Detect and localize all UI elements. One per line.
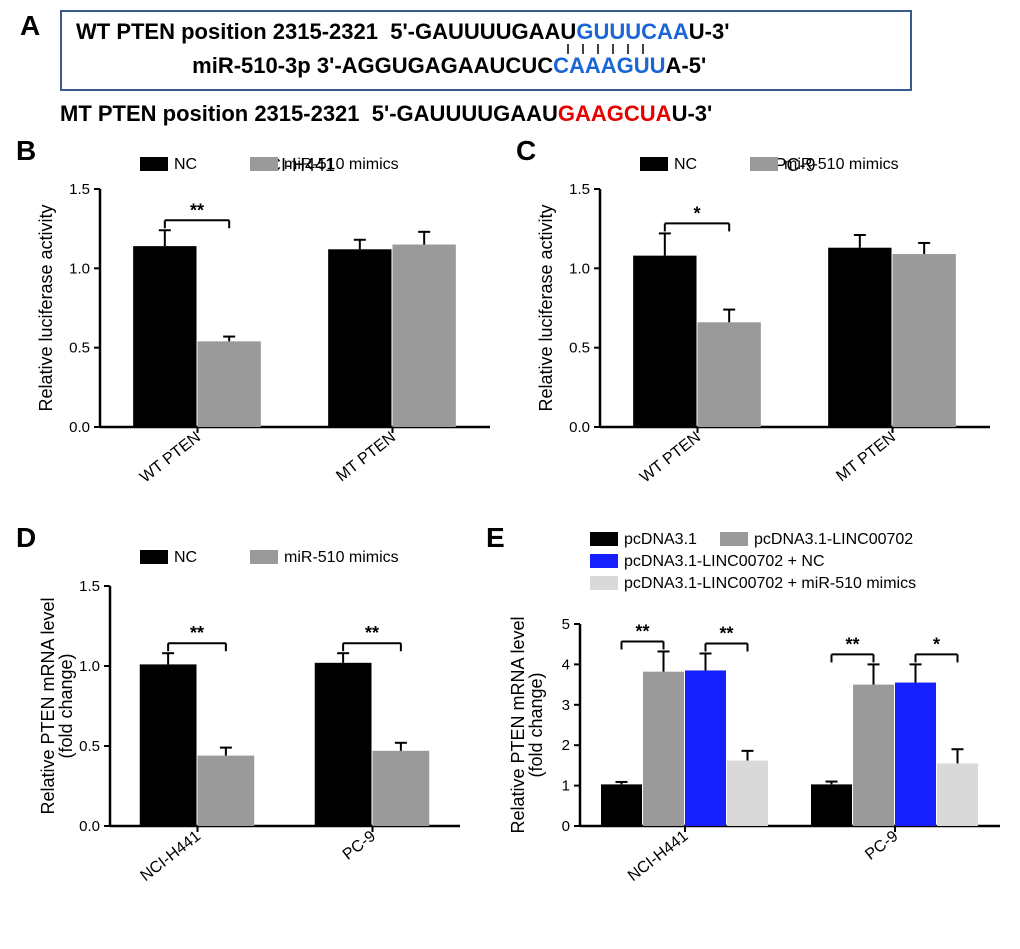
svg-text:MT PTEN: MT PTEN [333,429,399,485]
svg-text:miR-510 mimics: miR-510 mimics [284,549,399,566]
svg-text:1.5: 1.5 [79,578,100,595]
svg-text:0.0: 0.0 [79,818,100,835]
svg-text:WT PTEN: WT PTEN [637,429,704,487]
svg-text:pcDNA3.1: pcDNA3.1 [624,531,697,548]
svg-text:1.0: 1.0 [69,260,90,277]
panel-C: C 0.00.51.01.5Relative luciferase activi… [510,139,1010,514]
panel-label-E: E [486,522,505,554]
svg-text:NC: NC [174,156,197,173]
svg-text:**: ** [190,200,204,220]
svg-text:miR-510 mimics: miR-510 mimics [784,156,899,173]
panel-A: A WT PTEN position 2315-2321 5'-GAUUUUGA… [10,10,1010,127]
panel-label-C: C [516,135,536,167]
panel-D: D 0.00.51.01.5Relative PTEN mRNA level(f… [10,526,480,921]
bar-chart-C: 0.0 0.5 1.0 1.5 Relative luciferase activity… [510,139,1010,509]
svg-text:pcDNA3.1-LINC00702: pcDNA3.1-LINC00702 [754,531,913,548]
svg-text:0.0: 0.0 [69,419,90,436]
svg-text:**: ** [190,623,204,643]
svg-text:MT PTEN: MT PTEN [833,429,899,485]
svg-text:Relative PTEN mRNA level: Relative PTEN mRNA level [508,616,528,833]
svg-text:NC: NC [174,549,197,566]
mir-sequence: miR-510-3p 3'-AGGUGAGAAUCUCCAAAGUUA-5' [76,52,896,80]
svg-text:NCI-H441: NCI-H441 [137,828,204,885]
svg-text:1.5: 1.5 [569,181,590,198]
svg-text:1: 1 [562,778,570,795]
svg-text:*: * [933,634,940,654]
svg-text:pcDNA3.1-LINC00702 + NC: pcDNA3.1-LINC00702 + NC [624,553,825,570]
svg-text:2: 2 [562,737,570,754]
svg-text:0: 0 [562,818,570,835]
panel-E: E 012345Relative PTEN mRNA level(fold ch… [480,526,1010,921]
figure: A WT PTEN position 2315-2321 5'-GAUUUUGA… [10,10,1010,921]
svg-text:**: ** [365,623,379,643]
svg-text:**: ** [845,634,859,654]
svg-text:1.0: 1.0 [79,658,100,675]
svg-text:Relative PTEN mRNA level: Relative PTEN mRNA level [38,597,58,814]
svg-text:PC-9: PC-9 [340,828,379,864]
bar-chart-E: 0 1 2 3 4 5 Relative PTEN mRNA level(fold chan… [480,526,1010,916]
svg-text:3: 3 [562,697,570,714]
bar-chart-D: 0.0 0.5 1.0 1.5 Relative PTEN mRNA level(fol… [10,526,480,916]
svg-text:PC-9: PC-9 [862,828,901,864]
svg-text:*: * [693,203,700,223]
svg-text:Relative luciferase activity: Relative luciferase activity [36,204,56,411]
svg-text:0.5: 0.5 [69,340,90,357]
svg-text:(fold change): (fold change) [56,653,76,758]
svg-text:4: 4 [562,656,570,673]
svg-text:**: ** [635,621,649,641]
bar-chart-B: 0.0 0.5 1.0 1.5 Relative luciferase activity… [10,139,510,509]
svg-text:pcDNA3.1-LINC00702 + miR-510 m: pcDNA3.1-LINC00702 + miR-510 mimics [624,575,916,592]
svg-text:1.0: 1.0 [569,260,590,277]
svg-text:NCI-H441: NCI-H441 [625,828,692,885]
svg-text:**: ** [719,623,733,643]
panel-label-D: D [16,522,36,554]
wt-pten-sequence: WT PTEN position 2315-2321 5'-GAUUUUGAAU… [76,18,896,46]
panel-B: B 0.00.51.01.5Relative luciferase activi… [10,139,510,514]
svg-text:WT PTEN: WT PTEN [137,429,204,487]
svg-text:0.0: 0.0 [569,419,590,436]
svg-text:0.5: 0.5 [569,340,590,357]
mt-pten-sequence: MT PTEN position 2315-2321 5'-GAUUUUGAAU… [60,101,1010,127]
svg-text:0.5: 0.5 [79,738,100,755]
svg-text:(fold change): (fold change) [526,672,546,777]
svg-text:1.5: 1.5 [69,181,90,198]
svg-text:Relative luciferase activity: Relative luciferase activity [536,204,556,411]
sequence-box: WT PTEN position 2315-2321 5'-GAUUUUGAAU… [60,10,912,91]
svg-text:5: 5 [562,616,570,633]
panel-label-A: A [20,10,40,42]
svg-text:NC: NC [674,156,697,173]
panel-label-B: B [16,135,36,167]
svg-text:miR-510 mimics: miR-510 mimics [284,156,399,173]
